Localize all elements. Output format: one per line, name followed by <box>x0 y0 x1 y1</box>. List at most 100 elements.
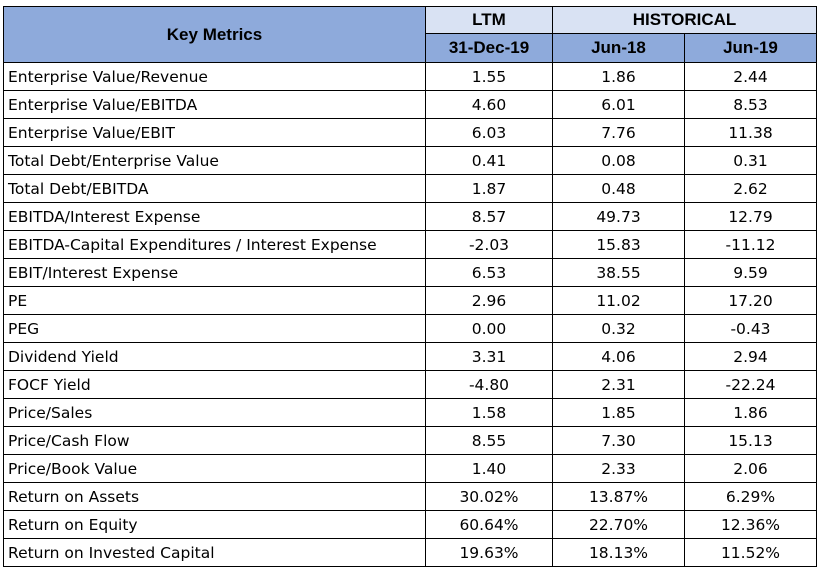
jun19-value-cell: 17.20 <box>684 286 817 315</box>
jun19-value-cell: 12.79 <box>684 202 817 231</box>
ltm-value-cell: 1.55 <box>425 62 553 91</box>
ltm-value-cell: 60.64% <box>425 510 553 539</box>
ltm-header: LTM <box>425 5 553 35</box>
table-row: FOCF Yield -4.80 2.31 -22.24 <box>3 370 817 399</box>
ltm-value-cell: 30.02% <box>425 482 553 511</box>
key-metrics-table: Key Metrics LTM HISTORICAL 31-Dec-19 Jun… <box>3 5 817 567</box>
ltm-value-cell: 1.40 <box>425 454 553 483</box>
jun19-value-cell: 2.06 <box>684 454 817 483</box>
table-header: Key Metrics LTM HISTORICAL 31-Dec-19 Jun… <box>3 5 817 63</box>
table-row: Price/Sales 1.58 1.85 1.86 <box>3 398 817 427</box>
table-row: EBITDA/Interest Expense 8.57 49.73 12.79 <box>3 202 817 231</box>
metric-name-cell: Total Debt/EBITDA <box>3 174 426 203</box>
jun18-value-cell: 15.83 <box>552 230 685 259</box>
jun19-value-cell: 2.94 <box>684 342 817 371</box>
metric-name-cell: FOCF Yield <box>3 370 426 399</box>
metric-name-cell: Price/Book Value <box>3 454 426 483</box>
metric-name-cell: EBITDA/Interest Expense <box>3 202 426 231</box>
table-row: PE 2.96 11.02 17.20 <box>3 286 817 315</box>
table-row: Enterprise Value/Revenue 1.55 1.86 2.44 <box>3 62 817 91</box>
ltm-value-cell: 1.58 <box>425 398 553 427</box>
jun18-header: Jun-18 <box>552 33 685 63</box>
jun19-value-cell: -11.12 <box>684 230 817 259</box>
key-metrics-header: Key Metrics <box>3 6 426 63</box>
jun18-value-cell: 38.55 <box>552 258 685 287</box>
jun18-value-cell: 22.70% <box>552 510 685 539</box>
metric-name-cell: Price/Cash Flow <box>3 426 426 455</box>
table-row: Price/Book Value 1.40 2.33 2.06 <box>3 454 817 483</box>
metric-name-cell: Total Debt/Enterprise Value <box>3 146 426 175</box>
jun19-value-cell: 1.86 <box>684 398 817 427</box>
jun18-value-cell: 6.01 <box>552 90 685 119</box>
metric-name-cell: EBITDA-Capital Expenditures / Interest E… <box>3 230 426 259</box>
metric-name-cell: Return on Invested Capital <box>3 538 426 567</box>
jun19-value-cell: 11.52% <box>684 538 817 567</box>
jun18-value-cell: 11.02 <box>552 286 685 315</box>
jun19-value-cell: 11.38 <box>684 118 817 147</box>
jun19-value-cell: 2.44 <box>684 62 817 91</box>
metric-name-cell: Enterprise Value/EBITDA <box>3 90 426 119</box>
ltm-value-cell: 6.53 <box>425 258 553 287</box>
table-row: Return on Equity 60.64% 22.70% 12.36% <box>3 510 817 539</box>
jun19-value-cell: -22.24 <box>684 370 817 399</box>
metric-name-cell: PEG <box>3 314 426 343</box>
jun19-value-cell: 15.13 <box>684 426 817 455</box>
ltm-value-cell: 2.96 <box>425 286 553 315</box>
table-row: Return on Invested Capital 19.63% 18.13% 11… <box>3 538 817 567</box>
jun18-value-cell: 1.86 <box>552 62 685 91</box>
jun18-value-cell: 1.85 <box>552 398 685 427</box>
ltm-value-cell: 19.63% <box>425 538 553 567</box>
table-row: EBIT/Interest Expense 6.53 38.55 9.59 <box>3 258 817 287</box>
table-row: Total Debt/Enterprise Value 0.41 0.08 0.31 <box>3 146 817 175</box>
ltm-value-cell: 0.00 <box>425 314 553 343</box>
ltm-value-cell: 8.55 <box>425 426 553 455</box>
jun19-value-cell: 2.62 <box>684 174 817 203</box>
ltm-value-cell: -4.80 <box>425 370 553 399</box>
historical-header: HISTORICAL <box>552 5 817 35</box>
ltm-value-cell: 3.31 <box>425 342 553 371</box>
jun18-value-cell: 13.87% <box>552 482 685 511</box>
table-row: PEG 0.00 0.32 -0.43 <box>3 314 817 343</box>
ltm-value-cell: 1.87 <box>425 174 553 203</box>
ltm-value-cell: 8.57 <box>425 202 553 231</box>
ltm-value-cell: 0.41 <box>425 146 553 175</box>
table-row: Total Debt/EBITDA 1.87 0.48 2.62 <box>3 174 817 203</box>
table-row: Enterprise Value/EBITDA 4.60 6.01 8.53 <box>3 90 817 119</box>
ltm-value-cell: -2.03 <box>425 230 553 259</box>
table-row: Enterprise Value/EBIT 6.03 7.76 11.38 <box>3 118 817 147</box>
jun18-value-cell: 0.32 <box>552 314 685 343</box>
metric-name-cell: Enterprise Value/Revenue <box>3 62 426 91</box>
metric-name-cell: PE <box>3 286 426 315</box>
jun19-value-cell: -0.43 <box>684 314 817 343</box>
table-row: EBITDA-Capital Expenditures / Interest E… <box>3 230 817 259</box>
jun18-value-cell: 0.48 <box>552 174 685 203</box>
jun18-value-cell: 2.33 <box>552 454 685 483</box>
table-row: Price/Cash Flow 8.55 7.30 15.13 <box>3 426 817 455</box>
jun19-value-cell: 12.36% <box>684 510 817 539</box>
jun18-value-cell: 2.31 <box>552 370 685 399</box>
table-row: Return on Assets 30.02% 13.87% 6.29% <box>3 482 817 511</box>
table-body: Enterprise Value/Revenue 1.55 1.86 2.44 Ente… <box>3 62 817 567</box>
jun18-value-cell: 7.30 <box>552 426 685 455</box>
jun19-value-cell: 9.59 <box>684 258 817 287</box>
jun19-value-cell: 0.31 <box>684 146 817 175</box>
jun18-value-cell: 7.76 <box>552 118 685 147</box>
jun18-value-cell: 49.73 <box>552 202 685 231</box>
metric-name-cell: EBIT/Interest Expense <box>3 258 426 287</box>
ltm-value-cell: 4.60 <box>425 90 553 119</box>
metric-name-cell: Return on Equity <box>3 510 426 539</box>
header-row-top: Key Metrics LTM HISTORICAL <box>3 5 817 63</box>
table-row: Dividend Yield 3.31 4.06 2.94 <box>3 342 817 371</box>
metric-name-cell: Return on Assets <box>3 482 426 511</box>
jun19-value-cell: 6.29% <box>684 482 817 511</box>
metric-name-cell: Dividend Yield <box>3 342 426 371</box>
jun18-value-cell: 0.08 <box>552 146 685 175</box>
jun18-value-cell: 18.13% <box>552 538 685 567</box>
jun19-value-cell: 8.53 <box>684 90 817 119</box>
header-row-dates: 31-Dec-19 Jun-18 Jun-19 <box>4 33 817 63</box>
ltm-value-cell: 6.03 <box>425 118 553 147</box>
ltm-date-header: 31-Dec-19 <box>425 33 553 63</box>
metric-name-cell: Enterprise Value/EBIT <box>3 118 426 147</box>
jun19-header: Jun-19 <box>684 33 817 63</box>
jun18-value-cell: 4.06 <box>552 342 685 371</box>
